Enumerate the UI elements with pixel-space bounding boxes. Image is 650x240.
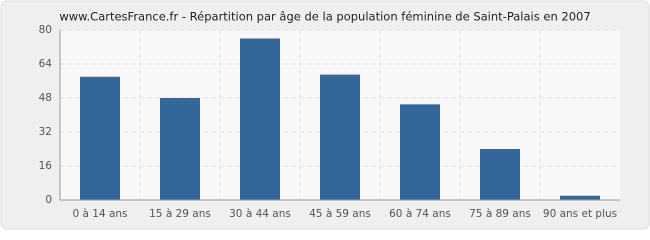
y-tick-label: 32: [39, 126, 52, 138]
bar: [480, 149, 520, 200]
y-tick-label: 16: [39, 160, 53, 172]
x-tick-label: 90 ans et plus: [543, 208, 617, 220]
x-tick-label: 15 à 29 ans: [149, 208, 211, 220]
chart: www.CartesFrance.fr - Répartition par âg…: [0, 0, 650, 230]
bar: [240, 38, 280, 200]
bar: [320, 74, 360, 200]
bar: [160, 98, 200, 200]
y-tick-label: 0: [45, 194, 52, 206]
x-tick-label: 60 à 74 ans: [389, 208, 451, 220]
bar: [400, 104, 440, 200]
x-tick-label: 45 à 59 ans: [309, 208, 371, 220]
x-tick-label: 75 à 89 ans: [469, 208, 531, 220]
bar: [560, 195, 600, 200]
bar: [80, 76, 120, 200]
y-tick-label: 48: [39, 92, 52, 104]
chart-title: www.CartesFrance.fr - Répartition par âg…: [59, 10, 590, 24]
y-tick-label: 64: [39, 58, 53, 70]
x-tick-label: 0 à 14 ans: [72, 208, 127, 220]
x-tick-label: 30 à 44 ans: [229, 208, 291, 220]
y-tick-label: 80: [39, 24, 52, 36]
